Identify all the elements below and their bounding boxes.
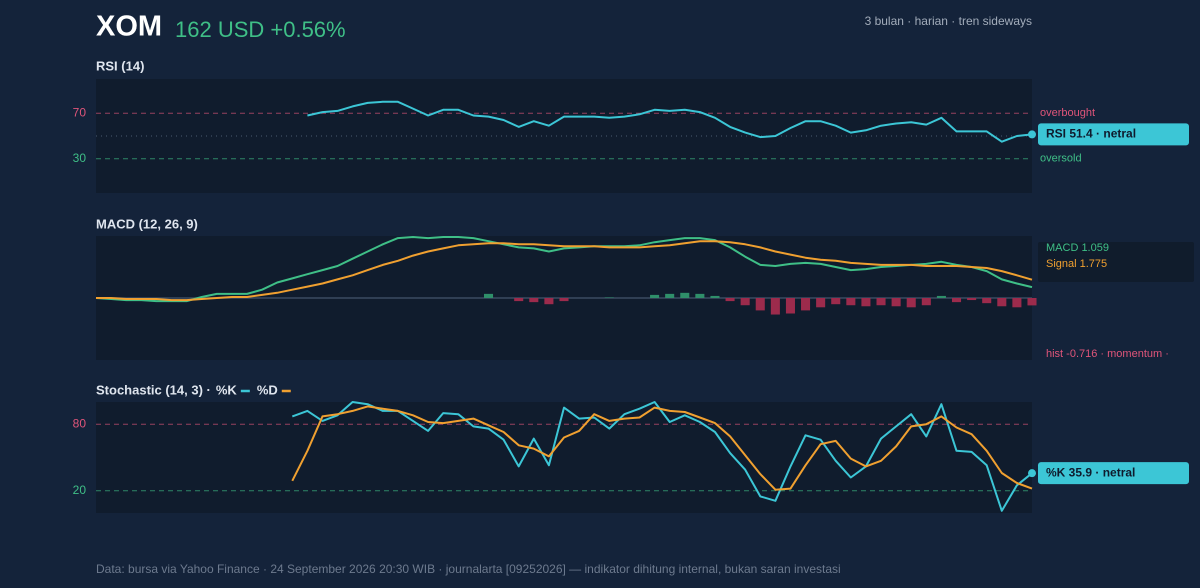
series-line [291, 405, 1033, 491]
histogram-bar [483, 293, 494, 298]
reference-label: overbought [1040, 107, 1095, 119]
histogram-bar [906, 298, 916, 308]
histogram-bar [529, 298, 539, 303]
subtitle: 3 bulan · harian · tren sideways [865, 14, 1032, 28]
value-badge [1038, 462, 1189, 485]
histogram-bar [951, 298, 962, 303]
histogram-bar [997, 298, 1007, 307]
panel-title: MACD (12, 26, 9) [96, 216, 198, 231]
histogram-bar [801, 298, 811, 311]
histogram-bar [846, 298, 856, 306]
histogram-bar [785, 298, 795, 314]
histogram-bar [816, 298, 826, 308]
end-dot [1028, 130, 1036, 139]
histogram-bar [831, 298, 841, 305]
value-box [1038, 242, 1194, 282]
histogram-bar [695, 293, 705, 298]
histogram-bar [921, 298, 931, 306]
series-line [95, 236, 1033, 303]
value-label: MACD 1.059 [1046, 242, 1109, 254]
histogram-bar [770, 298, 780, 315]
y-tick-label: 30 [73, 151, 87, 165]
value-badge-text: RSI 51.4 · netral [1046, 127, 1136, 141]
series-line [291, 401, 1033, 512]
histogram-bar [544, 298, 554, 305]
histogram-bar [604, 297, 614, 298]
histogram-bar [876, 298, 886, 306]
histogram-bar [650, 294, 660, 298]
series-line [307, 100, 1033, 143]
y-tick-label: 70 [73, 105, 87, 119]
histogram-bar [861, 298, 871, 307]
series-line [96, 240, 1033, 302]
histogram-bar [936, 295, 946, 298]
histogram-bar [967, 298, 977, 301]
ticker: XOM [96, 11, 162, 43]
histogram-label: hist -0.716 · momentum · [1046, 348, 1169, 360]
histogram-bar [559, 298, 569, 302]
histogram-bar [514, 298, 524, 302]
reference-label: oversold [1040, 153, 1082, 165]
end-dot [1028, 469, 1036, 478]
histogram-bar [740, 298, 750, 306]
histogram-bar [1012, 298, 1022, 308]
histogram-bar [680, 292, 690, 298]
y-tick-label: 20 [73, 483, 87, 497]
price: 162 USD +0.56% [175, 17, 346, 42]
histogram-bar [755, 298, 765, 311]
value-badge [1038, 123, 1189, 146]
value-badge-text: %K 35.9 · netral [1046, 465, 1135, 479]
panel-title: Stochastic (14, 3) · [96, 382, 211, 397]
legend-label: %K [216, 382, 238, 397]
legend-label: %D [257, 382, 278, 397]
value-label: Signal 1.775 [1046, 258, 1107, 270]
histogram-bar [1027, 298, 1037, 306]
histogram-bar [891, 298, 901, 307]
histogram-bar [725, 298, 735, 302]
panel-title: RSI (14) [96, 58, 144, 73]
histogram-bar [982, 298, 992, 304]
histogram-bar [665, 293, 675, 298]
panel [96, 402, 1032, 513]
histogram-bar [710, 295, 720, 298]
y-tick-label: 80 [73, 416, 87, 430]
footer: Data: bursa via Yahoo Finance · 24 Septe… [96, 562, 841, 576]
